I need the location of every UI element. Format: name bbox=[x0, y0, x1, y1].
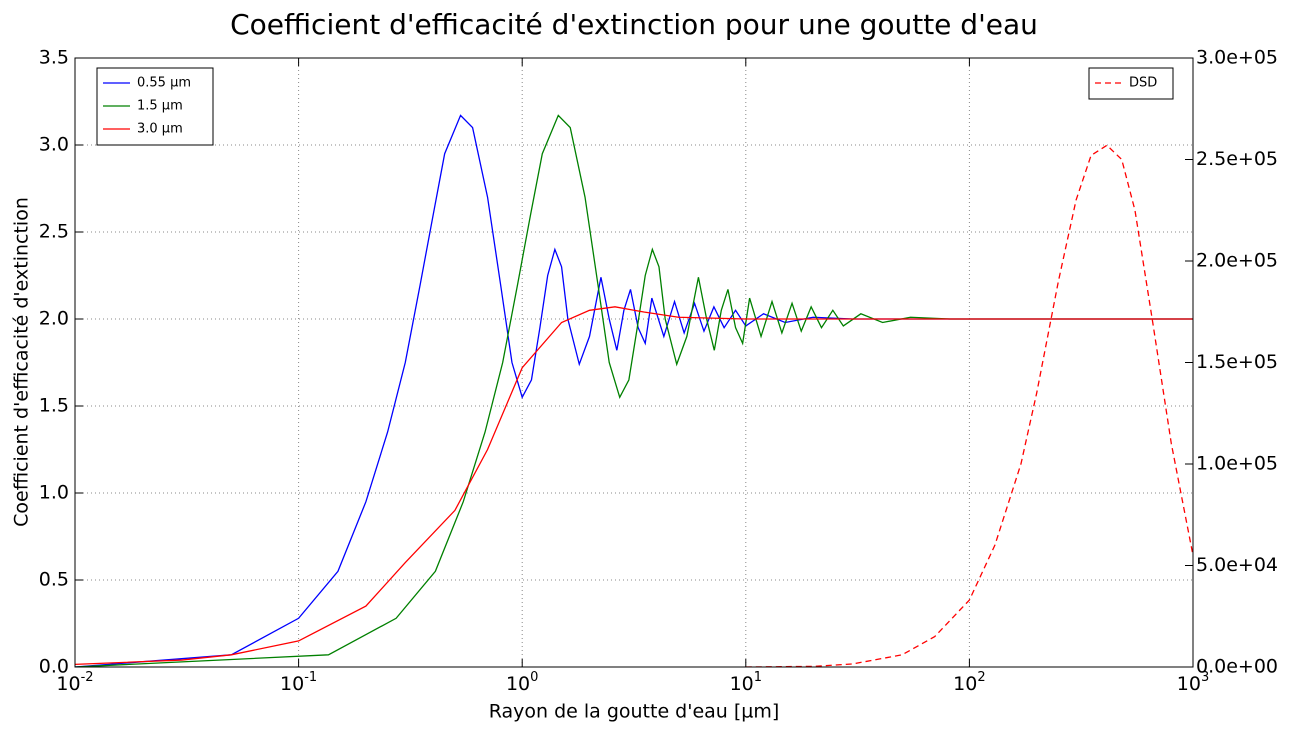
x-tick-exponent: -2 bbox=[81, 670, 94, 685]
legend-label: 3.0 µm bbox=[137, 122, 183, 137]
y2-tick-label: 5.0e+04 bbox=[1196, 554, 1278, 576]
legend-label: 0.55 µm bbox=[137, 76, 191, 91]
x-tick-label: 10-2 bbox=[56, 670, 93, 695]
y-tick-label: 2.0 bbox=[39, 308, 69, 330]
x-tick-label: 103 bbox=[1177, 670, 1209, 695]
y2-tick-label: 3.0e+05 bbox=[1196, 47, 1278, 69]
y-tick-label: 3.0 bbox=[39, 134, 69, 156]
x-axis-label: Rayon de la goutte d'eau [µm] bbox=[489, 701, 780, 723]
y2-tick-label: 0.0e+00 bbox=[1196, 656, 1278, 678]
x-tick-exponent: 2 bbox=[977, 670, 985, 685]
line-series bbox=[75, 114, 1193, 667]
y-tick-label: 0.5 bbox=[39, 569, 69, 591]
x-tick-base: 10 bbox=[1177, 673, 1201, 695]
line-series bbox=[75, 114, 1193, 667]
legend-label: 1.5 µm bbox=[137, 99, 183, 114]
x-tick-label: 102 bbox=[953, 670, 985, 695]
y-tick-label: 0.0 bbox=[39, 656, 69, 678]
y-tick-label: 1.5 bbox=[39, 395, 69, 417]
x-tick-base: 10 bbox=[280, 673, 304, 695]
x-tick-label: 100 bbox=[506, 670, 538, 695]
y2-tick-label: 1.5e+05 bbox=[1196, 351, 1278, 373]
x-tick-label: 10-1 bbox=[280, 670, 317, 695]
x-tick-base: 10 bbox=[506, 673, 530, 695]
y2-tick-label: 2.5e+05 bbox=[1196, 148, 1278, 170]
x-tick-base: 10 bbox=[56, 673, 80, 695]
y2-tick-label: 2.0e+05 bbox=[1196, 250, 1278, 272]
line-series bbox=[745, 144, 1193, 667]
x-tick-base: 10 bbox=[730, 673, 754, 695]
y-axis-label: Coefficient d'efficacité d'extinction bbox=[11, 197, 33, 527]
y2-tick-label: 1.0e+05 bbox=[1196, 453, 1278, 475]
legend-box bbox=[1088, 67, 1174, 100]
legend-label: DSD bbox=[1129, 76, 1157, 91]
plot-area bbox=[75, 114, 1193, 667]
chart-title: Coefficient d'efficacité d'extinction po… bbox=[230, 8, 1038, 41]
x-tick-exponent: 3 bbox=[1201, 670, 1209, 685]
x-tick-exponent: 0 bbox=[530, 670, 538, 685]
x-tick-label: 101 bbox=[730, 670, 762, 695]
y-tick-label: 3.5 bbox=[39, 47, 69, 69]
line-series bbox=[75, 306, 1193, 666]
y-tick-label: 2.5 bbox=[39, 221, 69, 243]
x-tick-exponent: 1 bbox=[754, 670, 762, 685]
plot-frame bbox=[74, 57, 1194, 668]
x-tick-base: 10 bbox=[953, 673, 977, 695]
x-tick-exponent: -1 bbox=[304, 670, 317, 685]
y-tick-label: 1.0 bbox=[39, 482, 69, 504]
